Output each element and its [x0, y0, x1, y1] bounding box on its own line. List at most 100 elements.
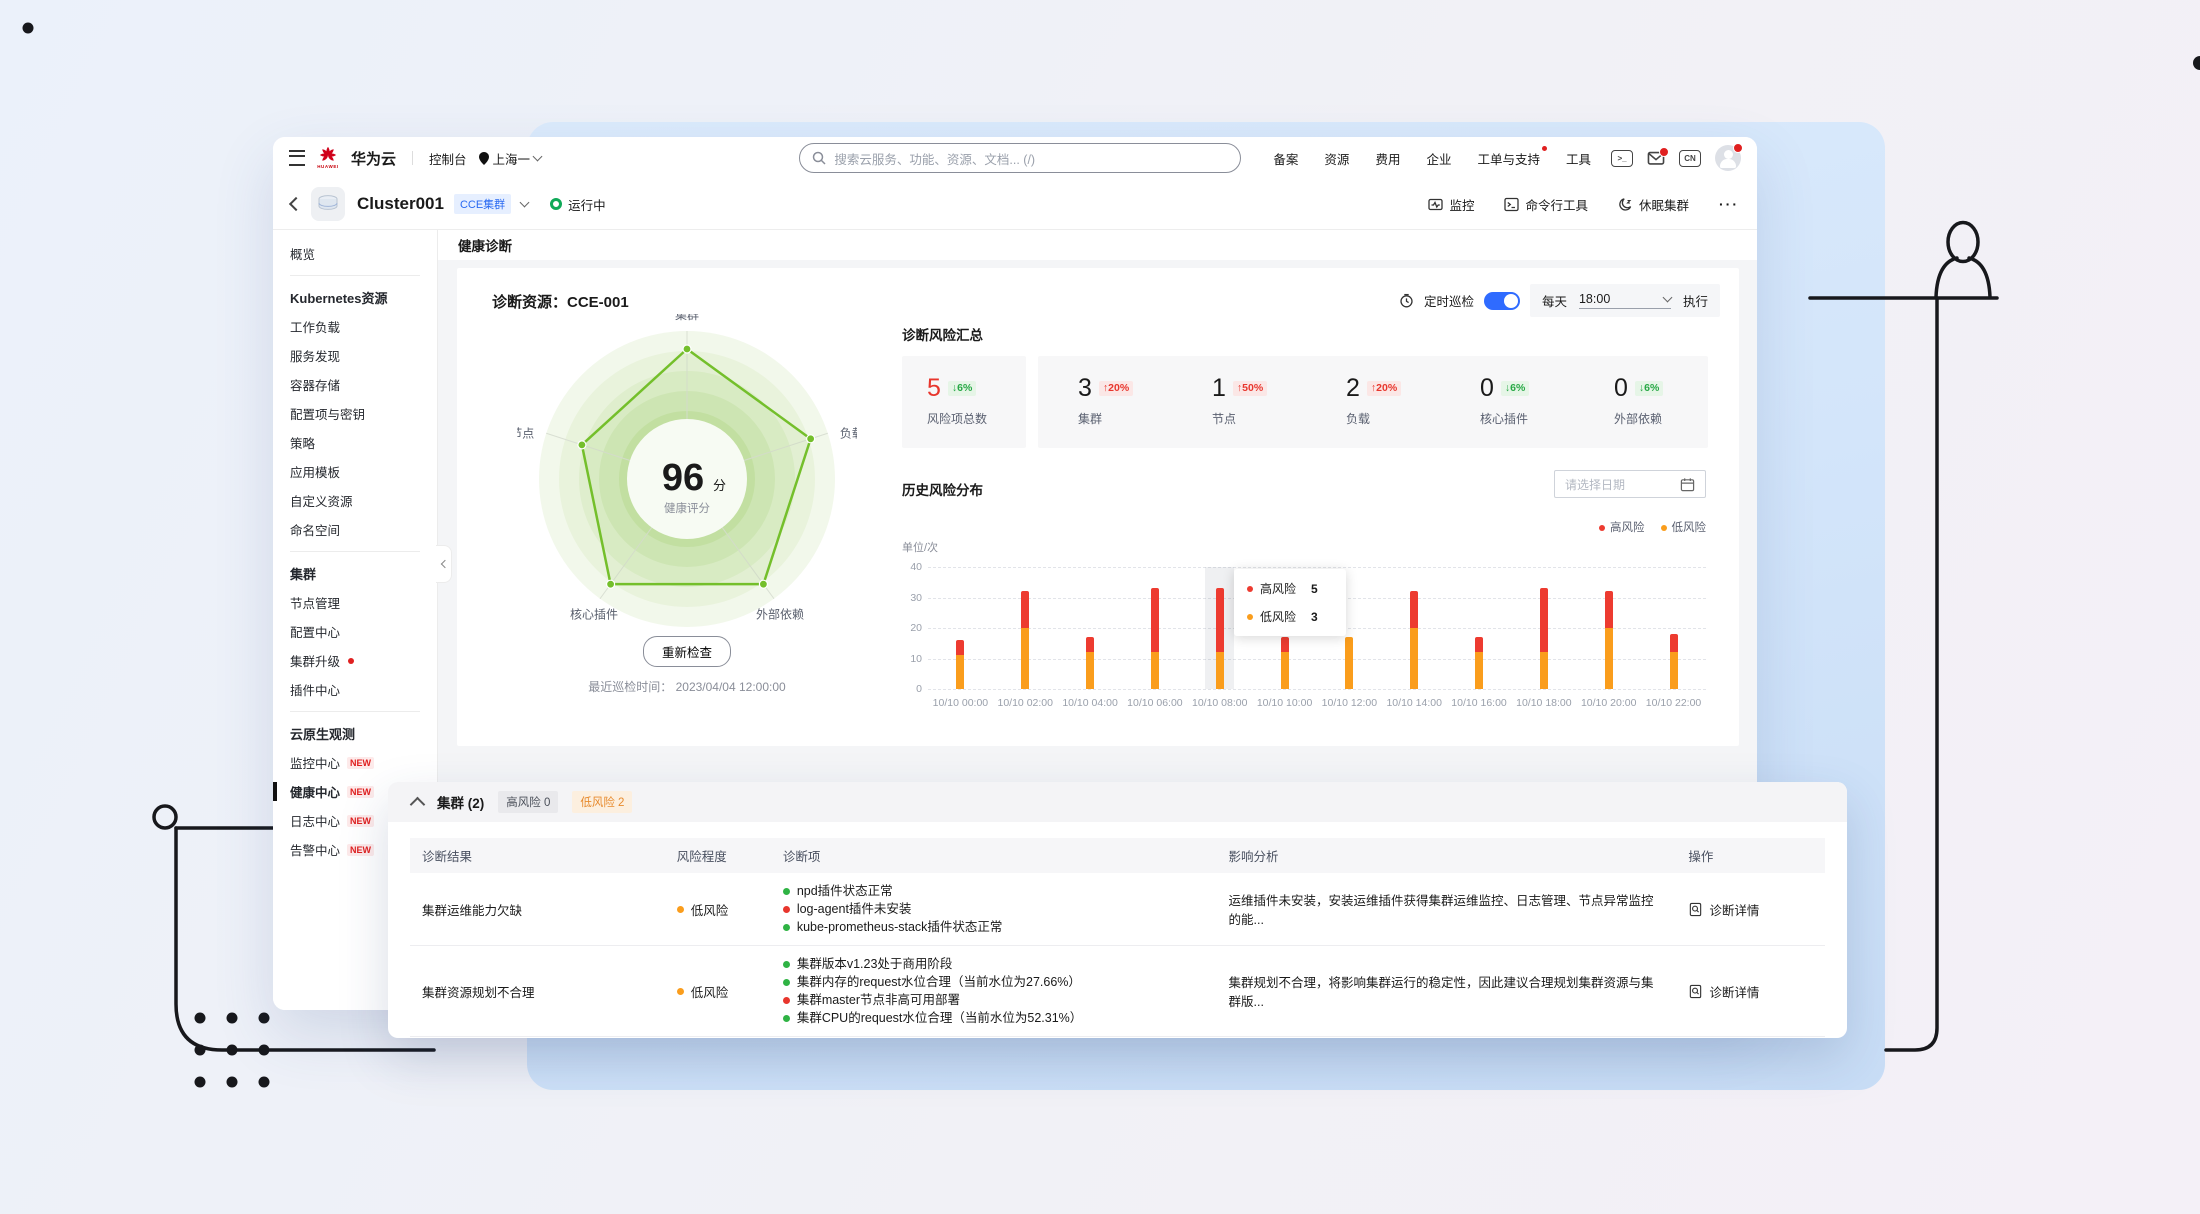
top-nav-item-2[interactable]: 费用 [1375, 152, 1401, 167]
sidebar-item-15[interactable]: 集群升级 [273, 646, 437, 675]
tooltip-dot-icon [1247, 585, 1253, 592]
total-risk-value: 5 [927, 374, 941, 402]
hibernate-cluster-button[interactable]: 休眠集群 [1618, 195, 1689, 214]
top-nav-item-4[interactable]: 工单与支持 [1477, 145, 1547, 168]
language-toggle[interactable]: CN [1679, 149, 1701, 167]
bar-slot-7[interactable] [1382, 567, 1447, 689]
bar-slot-3[interactable] [1122, 567, 1187, 689]
huawei-logo[interactable]: HUAWEI [317, 146, 339, 170]
sidebar-item-19[interactable]: 监控中心 NEW [273, 748, 437, 777]
sidebar-item-10[interactable]: 命名空间 [273, 515, 437, 544]
bar-slot-6[interactable] [1317, 567, 1382, 689]
run-now-button[interactable]: 执行 [1682, 295, 1708, 309]
hamburger-menu-icon[interactable] [289, 150, 305, 166]
huawei-logo-text: HUAWEI [317, 164, 339, 170]
diagnosis-item: kube-prometheus-stack插件状态正常 [782, 918, 1205, 936]
top-header: HUAWEI 华为云 控制台 上海一 搜索云服务、功能、资源、文档... (/)… [273, 137, 1757, 179]
status-dot-icon [782, 1014, 790, 1022]
low-risk-segment [1410, 628, 1419, 689]
sidebar-item-16[interactable]: 插件中心 [273, 675, 437, 704]
browser-window: HUAWEI 华为云 控制台 上海一 搜索云服务、功能、资源、文档... (/)… [273, 137, 1757, 1010]
region-selector[interactable]: 上海一 [478, 149, 543, 168]
risk-dot-icon [676, 905, 684, 913]
cli-terminal-icon[interactable]: >_ [1611, 149, 1633, 167]
sidebar-item-0[interactable]: 概览 [273, 239, 437, 268]
bar-slot-1[interactable] [993, 567, 1058, 689]
sidebar-item-5[interactable]: 容器存储 [273, 370, 437, 399]
avatar[interactable] [1715, 143, 1743, 171]
pin-loop-decoration [152, 804, 178, 830]
back-button[interactable] [288, 196, 304, 212]
y-axis-unit: 单位/次 [902, 542, 939, 554]
stat-label: 负载 [1346, 412, 1371, 426]
recheck-button[interactable]: 重新检查 [642, 636, 731, 667]
search-icon [813, 151, 826, 165]
date-picker[interactable]: 请选择日期 [1554, 470, 1706, 498]
high-risk-badge: 高风险 0 [498, 791, 559, 813]
monitor-button[interactable]: 监控 [1428, 195, 1474, 214]
bar-slot-8[interactable] [1447, 567, 1512, 689]
bar-slot-9[interactable] [1511, 567, 1576, 689]
window-body: 概览 Kubernetes资源 工作负载 服务发现 容器存储 配置项与密钥 策略 应用模板 自定… [273, 229, 1757, 1010]
stat-label: 核心插件 [1480, 412, 1529, 426]
stat-value: 0 [1480, 374, 1494, 402]
sidebar-item-label: 监控中心 [290, 757, 341, 771]
more-actions-button[interactable]: ··· [1719, 196, 1739, 212]
sidebar-item-14[interactable]: 配置中心 [273, 617, 437, 646]
schedule-time-select[interactable]: 18:00 [1578, 292, 1673, 309]
status-dot-icon [782, 887, 790, 895]
search-bar[interactable]: 搜索云服务、功能、资源、文档... (/) [799, 143, 1242, 173]
schedule-toggle[interactable] [1483, 291, 1520, 310]
sidebar-collapse-button[interactable] [436, 545, 452, 583]
top-nav-item-5[interactable]: 工具 [1565, 152, 1591, 167]
sidebar-item-9[interactable]: 自定义资源 [273, 486, 437, 515]
sidebar-item-22[interactable]: 告警中心 NEW [273, 835, 437, 864]
dots-grid-decoration [22, 22, 2200, 1088]
messages-icon[interactable] [1647, 147, 1669, 165]
cluster-type-badge: CCE集群 [453, 194, 512, 214]
bar-slot-4[interactable] [1187, 567, 1252, 689]
chevron-down-icon [532, 151, 543, 161]
radar-axis-label: 负载 [840, 426, 857, 440]
cluster-switch-chevron-icon[interactable] [519, 197, 530, 207]
bar-slot-11[interactable] [1641, 567, 1706, 689]
stat-label: 节点 [1212, 412, 1237, 426]
impact-analysis: 集群规划不合理，将影响集群运行的稳定性，因此建议合理规划集群资源与集群版... [1228, 976, 1654, 1009]
bar-slot-10[interactable] [1576, 567, 1641, 689]
sidebar-item-3[interactable]: 工作负载 [273, 312, 437, 341]
panel-header[interactable]: 集群 (2) 高风险 0 低风险 2 [388, 782, 1847, 822]
low-risk-badge: 低风险 2 [572, 791, 633, 813]
table-body: 集群运维能力欠缺 低风险 npd插件状态正常 log-agent插件未安装 kube-p… [410, 873, 1825, 1037]
sidebar-item-4[interactable]: 服务发现 [273, 341, 437, 370]
sidebar-item-21[interactable]: 日志中心 NEW [273, 806, 437, 835]
bar-slot-0[interactable] [928, 567, 993, 689]
stat-delta: ↑50% [1232, 381, 1268, 396]
sidebar-item-label: 配置中心 [290, 626, 341, 640]
bar-slot-2[interactable] [1058, 567, 1123, 689]
bar-slot-5[interactable] [1252, 567, 1317, 689]
stacked-bar [1475, 637, 1484, 689]
diagnosis-card: 诊断资源：CCE-001 定时巡检 每天 18:00 执行 集群负载外部依赖核 [457, 268, 1739, 746]
diagnosis-detail-link[interactable]: 诊断详情 [1676, 891, 1825, 928]
chart-legend: 高风险 低风险 [1599, 519, 1706, 535]
sidebar-item-20[interactable]: 健康中心 NEW [273, 777, 437, 806]
diagnosis-detail-link[interactable]: 诊断详情 [1676, 973, 1825, 1010]
sidebar-item-8[interactable]: 应用模板 [273, 457, 437, 486]
cli-tools-button[interactable]: 命令行工具 [1504, 195, 1588, 214]
stacked-bar [1086, 637, 1095, 689]
console-link[interactable]: 控制台 [429, 152, 467, 167]
top-nav-item-0[interactable]: 备案 [1273, 152, 1299, 167]
top-nav-item-1[interactable]: 资源 [1324, 152, 1350, 167]
stat-value: 2 [1346, 374, 1360, 402]
sidebar-item-13[interactable]: 节点管理 [273, 588, 437, 617]
sidebar-item-6[interactable]: 配置项与密钥 [273, 399, 437, 428]
resource-title: 诊断资源：CCE-001 [492, 294, 629, 311]
top-nav-item-3[interactable]: 企业 [1426, 152, 1452, 167]
health-score: 96 [662, 457, 704, 499]
magnifier-doc-icon [1690, 902, 1702, 916]
sidebar-item-7[interactable]: 策略 [273, 428, 437, 457]
low-risk-segment [1604, 628, 1613, 689]
radar-axis-label: 外部依赖 [756, 607, 804, 622]
